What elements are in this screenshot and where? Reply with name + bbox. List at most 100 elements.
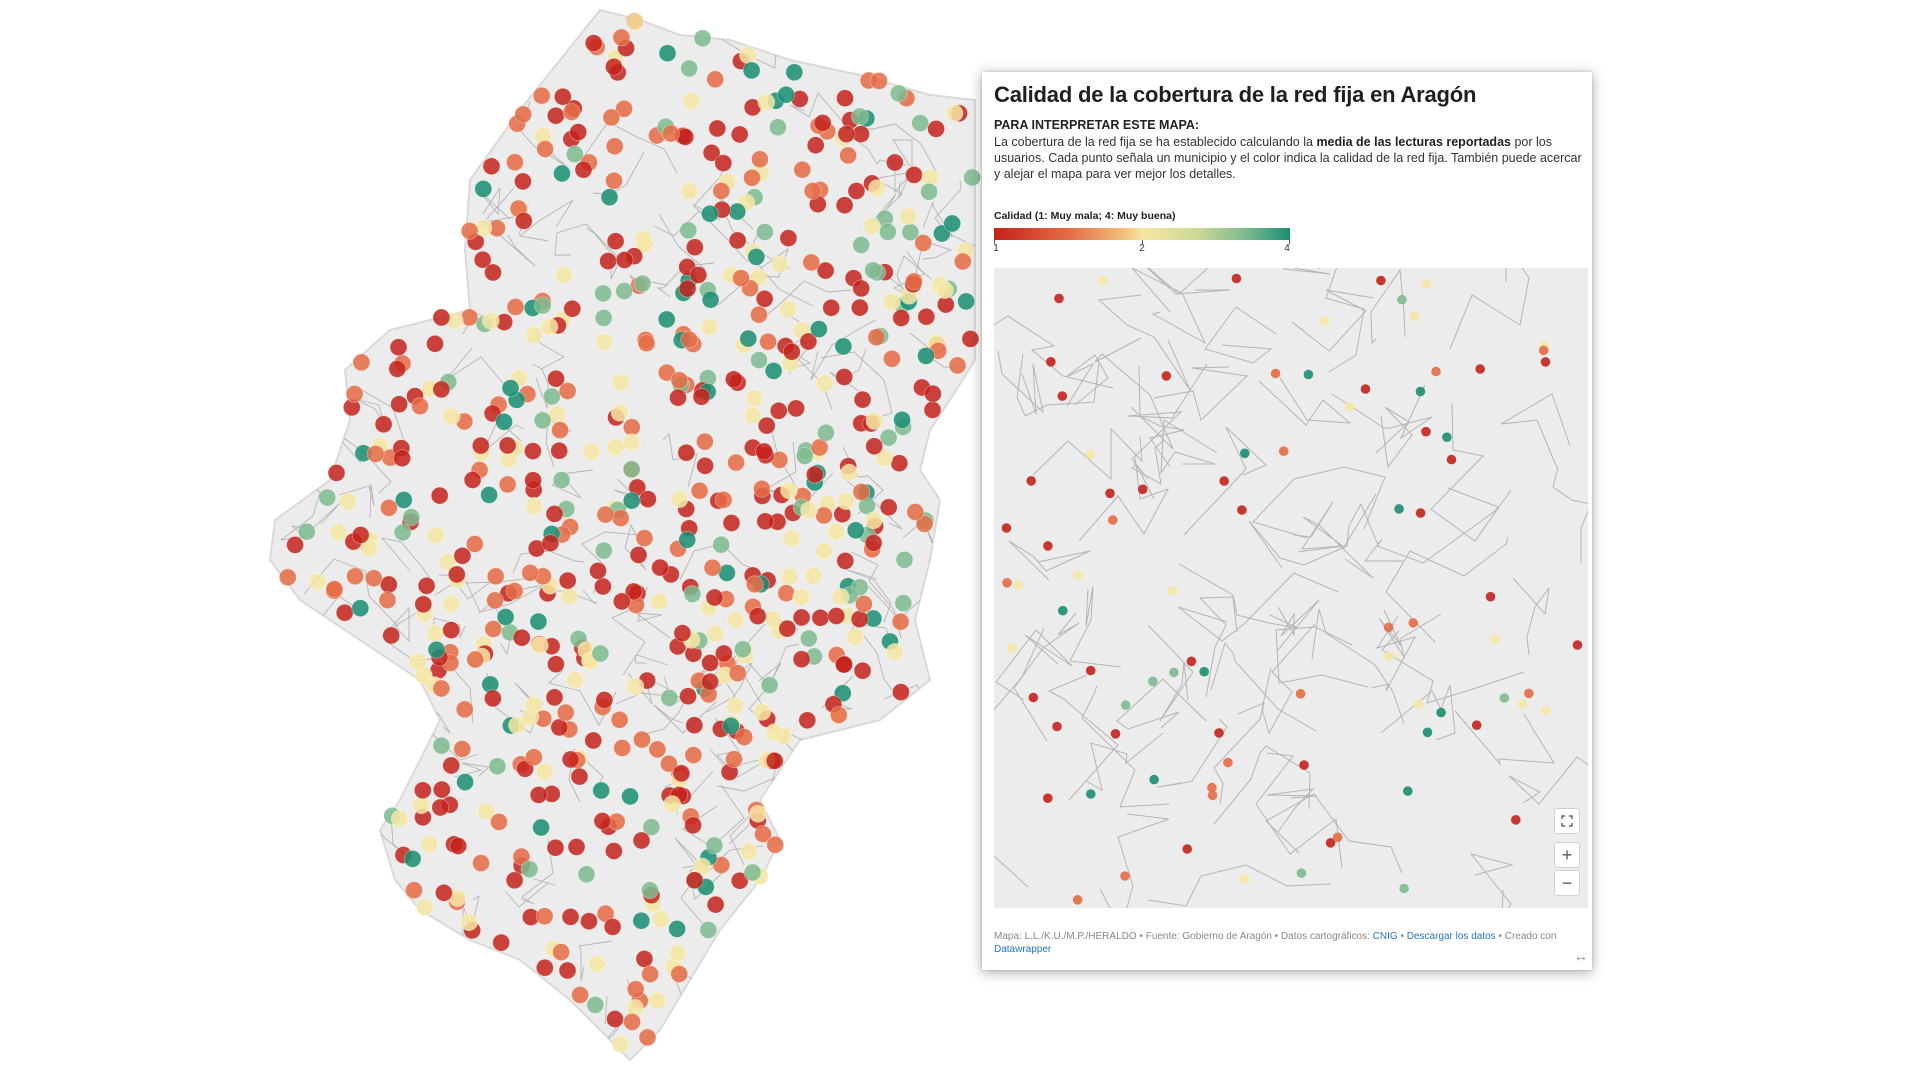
- municipality-point: [660, 689, 679, 707]
- municipality-point: [642, 818, 661, 836]
- municipality-point: [1471, 720, 1482, 730]
- municipality-point: [412, 796, 431, 815]
- municipality-point: [456, 773, 474, 791]
- zoom-in-button[interactable]: +: [1554, 842, 1580, 868]
- municipality-point: [677, 443, 696, 462]
- municipality-point: [712, 182, 731, 200]
- municipality-point: [835, 368, 854, 386]
- municipality-point: [606, 1010, 624, 1028]
- municipality-point: [706, 70, 725, 89]
- municipality-point: [553, 87, 572, 106]
- municipality-point: [580, 912, 598, 931]
- municipality-point: [482, 157, 501, 176]
- municipality-point: [739, 46, 757, 64]
- municipality-point: [751, 150, 769, 168]
- municipality-point: [957, 292, 975, 311]
- municipality-point: [411, 397, 429, 416]
- municipality-point: [948, 356, 967, 375]
- municipality-point: [885, 153, 904, 172]
- zoomed-municipality-map[interactable]: [994, 268, 1588, 908]
- resize-icon[interactable]: ↔: [1574, 948, 1588, 964]
- municipality-point: [1057, 391, 1068, 401]
- municipality-point: [810, 438, 829, 457]
- zoomed-map-panel[interactable]: + −: [994, 268, 1588, 908]
- municipality-point: [413, 781, 432, 800]
- municipality-point: [847, 182, 866, 200]
- legend-ticks: 1 2 4: [993, 240, 1290, 254]
- municipality-point: [703, 558, 722, 577]
- fullscreen-icon: [1561, 815, 1573, 827]
- municipality-point: [852, 279, 871, 298]
- municipality-point: [705, 836, 724, 855]
- municipality-point: [1223, 757, 1233, 768]
- municipality-point: [685, 871, 704, 890]
- municipality-point: [390, 809, 409, 828]
- municipality-point: [726, 610, 745, 629]
- municipality-point: [359, 539, 378, 558]
- municipality-point: [1360, 384, 1371, 394]
- municipality-point: [899, 207, 917, 226]
- municipality-point: [1431, 366, 1441, 377]
- municipality-point: [532, 86, 551, 105]
- municipality-point: [364, 569, 383, 588]
- municipality-point: [622, 433, 641, 452]
- municipality-point: [551, 421, 569, 439]
- municipality-point: [766, 835, 785, 854]
- municipality-point: [1415, 386, 1426, 397]
- municipality-point: [755, 223, 774, 241]
- municipality-point: [679, 221, 698, 240]
- municipality-point: [749, 804, 767, 823]
- municipality-point: [676, 128, 695, 146]
- municipality-point: [378, 591, 397, 609]
- municipality-point: [1168, 585, 1178, 596]
- municipality-point: [650, 592, 668, 611]
- download-data-link[interactable]: Descargar los datos: [1406, 931, 1496, 942]
- municipality-point: [905, 272, 923, 291]
- municipality-point: [1214, 728, 1224, 738]
- map-card: Calidad de la cobertura de la red fija e…: [982, 72, 1592, 970]
- municipality-point: [1237, 505, 1247, 515]
- municipality-point: [545, 505, 564, 523]
- municipality-point: [1422, 727, 1433, 738]
- municipality-point: [690, 481, 709, 500]
- municipality-point: [811, 608, 830, 627]
- municipality-point: [777, 85, 795, 104]
- municipality-point: [308, 572, 327, 591]
- legend-tick-2: 2: [1139, 243, 1145, 254]
- municipality-point: [577, 865, 596, 884]
- municipality-point: [626, 980, 645, 999]
- municipality-point: [545, 688, 564, 707]
- municipality-point: [474, 180, 493, 198]
- municipality-point: [740, 842, 758, 861]
- municipality-point: [635, 529, 654, 547]
- municipality-point: [605, 137, 624, 156]
- municipality-point: [817, 423, 835, 442]
- legend-tick-4: 4: [1284, 243, 1290, 254]
- datawrapper-link[interactable]: Datawrapper: [994, 944, 1052, 955]
- zoom-out-button[interactable]: −: [1554, 870, 1580, 896]
- municipality-point: [829, 706, 848, 724]
- municipality-point: [743, 169, 761, 187]
- municipality-point: [594, 284, 612, 303]
- municipality-point: [670, 371, 689, 390]
- municipality-point: [403, 849, 422, 868]
- municipality-point: [1538, 345, 1549, 356]
- municipality-point: [1207, 790, 1218, 801]
- cnig-link[interactable]: CNIG: [1372, 931, 1398, 942]
- map-title: Calidad de la cobertura de la red fija e…: [994, 82, 1477, 107]
- municipality-point: [1415, 508, 1426, 518]
- municipality-point: [460, 222, 479, 240]
- municipality-point: [747, 248, 766, 266]
- municipality-point: [389, 338, 408, 357]
- municipality-point: [906, 503, 925, 521]
- municipality-point: [1303, 369, 1314, 380]
- municipality-point: [851, 107, 869, 126]
- municipality-point: [865, 437, 884, 456]
- municipality-point: [623, 1013, 641, 1031]
- municipality-point: [471, 436, 490, 455]
- municipality-point: [799, 332, 818, 351]
- municipality-point: [427, 640, 446, 659]
- fullscreen-button[interactable]: [1554, 808, 1580, 834]
- intro-heading: PARA INTERPRETAR ESTE MAPA:: [994, 118, 1200, 132]
- municipality-point: [550, 718, 569, 737]
